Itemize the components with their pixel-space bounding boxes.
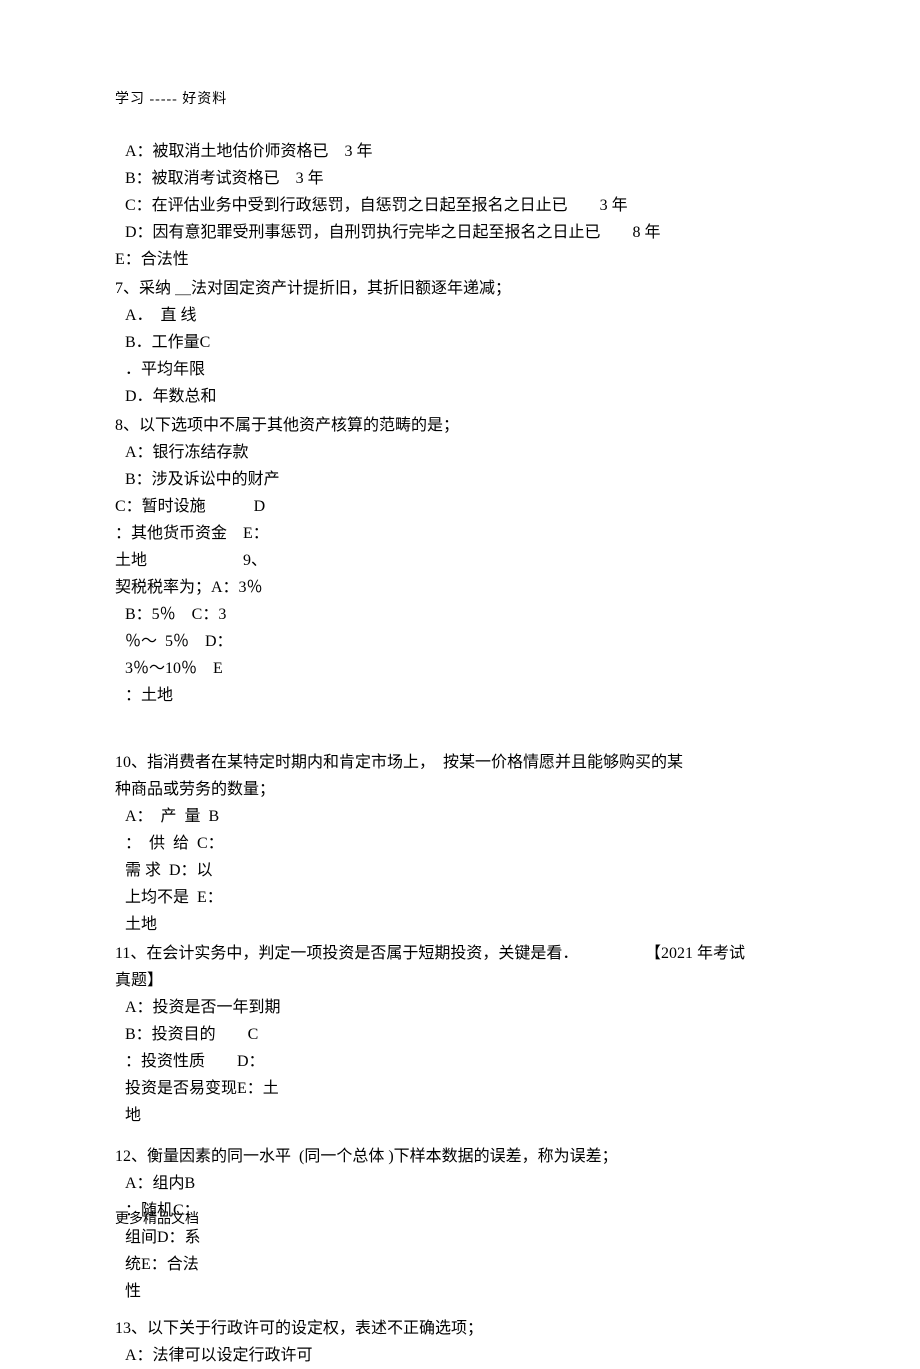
q9-line-b2: B：5％ C：3 <box>115 601 805 628</box>
question-7: 7、采纳 ＿法对固定资产计提折旧，其折旧额逐年递减； A． 直 线 B．工作量C… <box>115 275 805 410</box>
q10-line-d: 上均不是 E： <box>115 884 805 911</box>
q10-stem-2: 种商品或劳务的数量； <box>115 776 805 803</box>
q8-line-c1: C：暂时设施 D <box>115 493 805 520</box>
spacer <box>115 1131 805 1143</box>
q6-option-b: B：被取消考试资格已 3 年 <box>115 165 805 192</box>
q12-line-c: 组间D：系 <box>115 1224 805 1251</box>
page-footer: 更多精品文档 <box>115 1208 199 1228</box>
question-11: 11、在会计实务中，判定一项投资是否属于短期投资，关键是看． 真题】 【2021… <box>115 940 805 1129</box>
q8-stem: 8、以下选项中不属于其他资产核算的范畴的是； <box>115 412 805 439</box>
page-header: 学习 ----- 好资料 <box>115 88 805 108</box>
q12-line-a: A：组内B <box>115 1170 805 1197</box>
q7-stem: 7、采纳 ＿法对固定资产计提折旧，其折旧额逐年递减； <box>115 275 805 302</box>
question-8-9: 8、以下选项中不属于其他资产核算的范畴的是； A：银行冻结存款 B：涉及诉讼中的… <box>115 412 805 709</box>
q8-line-c2: ：其他货币资金 E： <box>115 520 805 547</box>
question-6-options: A：被取消土地估价师资格已 3 年 B：被取消考试资格已 3 年 C：在评估业务… <box>115 138 805 273</box>
q12-stem: 12、衡量因素的同一水平 (同一个总体 )下样本数据的误差，称为误差； <box>115 1143 805 1170</box>
q12-line-e: 性 <box>115 1278 805 1305</box>
q11-line-e: 地 <box>115 1102 805 1129</box>
q6-option-d: D：因有意犯罪受刑事惩罚，自刑罚执行完毕之日起至报名之日止已 8 年 <box>115 219 805 246</box>
q9-line-b5: ：土地 <box>115 682 805 709</box>
q6-option-e: E：合法性 <box>115 246 805 273</box>
q11-line-a: A：投资是否一年到期 <box>115 994 805 1021</box>
q10-line-e: 土地 <box>115 911 805 938</box>
q7-option-d: D．年数总和 <box>115 383 805 410</box>
q11-stem-2: 真题】 <box>115 967 805 994</box>
q10-stem-1: 10、指消费者在某特定时期内和肯定市场上， 按某一价格情愿并且能够购买的某 <box>115 749 805 776</box>
q7-option-c: ．平均年限 <box>115 356 805 383</box>
q12-line-b: ：随机C： <box>115 1197 805 1224</box>
q11-line-b: B：投资目的 C <box>115 1021 805 1048</box>
q9-line-b3: ％～ 5％ D： <box>115 628 805 655</box>
spacer <box>115 1307 805 1315</box>
q10-line-a: A： 产 量 B <box>115 803 805 830</box>
q8-line-c4: 契税税率为；A：3％ <box>115 574 805 601</box>
q10-line-b: ： 供 给 C： <box>115 830 805 857</box>
q10-line-c: 需 求 D：以 <box>115 857 805 884</box>
q13-line-a: A：法律可以设定行政许可 <box>115 1342 805 1369</box>
q7-option-a: A． 直 线 <box>115 302 805 329</box>
q6-option-a: A：被取消土地估价师资格已 3 年 <box>115 138 805 165</box>
q11-line-d: 投资是否易变现E：土 <box>115 1075 805 1102</box>
question-10: 10、指消费者在某特定时期内和肯定市场上， 按某一价格情愿并且能够购买的某 种商… <box>115 749 805 938</box>
q6-option-c: C：在评估业务中受到行政惩罚，自惩罚之日起至报名之日止已 3 年 <box>115 192 805 219</box>
q12-line-d: 统E：合法 <box>115 1251 805 1278</box>
q11-line-c: ：投资性质 D： <box>115 1048 805 1075</box>
q8-option-a: A：银行冻结存款 <box>115 439 805 466</box>
spacer <box>115 711 805 749</box>
question-12: 12、衡量因素的同一水平 (同一个总体 )下样本数据的误差，称为误差； A：组内… <box>115 1143 805 1305</box>
q13-stem: 13、以下关于行政许可的设定权，表述不正确选项； <box>115 1315 805 1342</box>
document-page: 学习 ----- 好资料 A：被取消土地估价师资格已 3 年 B：被取消考试资格… <box>0 0 920 1369</box>
question-13: 13、以下关于行政许可的设定权，表述不正确选项； A：法律可以设定行政许可 <box>115 1315 805 1369</box>
q11-exam-tag: 【2021 年考试 <box>645 940 745 967</box>
q9-line-b4: 3％～10％ E <box>115 655 805 682</box>
q8-line-c3: 土地 9、 <box>115 547 805 574</box>
q7-option-b: B．工作量C <box>115 329 805 356</box>
q8-option-b: B：涉及诉讼中的财产 <box>115 466 805 493</box>
